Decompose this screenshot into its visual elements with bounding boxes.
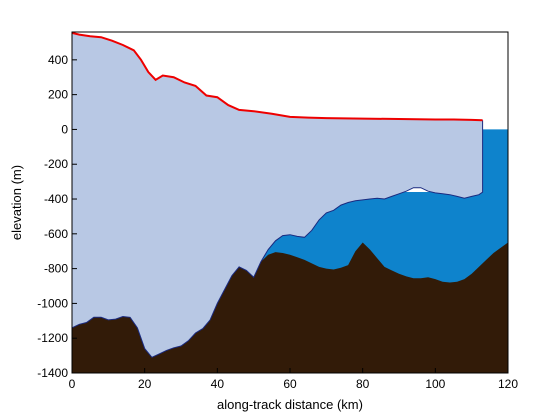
y-axis: 400 200 0 -200 -400 -600 -800 -1000 -1200 -1400 — [37, 53, 77, 380]
bed-area — [72, 242, 508, 373]
x-tick-label: 20 — [138, 377, 152, 391]
x-axis: 0 20 40 60 80 100 120 — [69, 368, 518, 391]
x-tick-label: 0 — [69, 377, 76, 391]
x-tick-label: 100 — [425, 377, 445, 391]
y-tick-label: -1000 — [37, 296, 68, 310]
y-tick-label: -1400 — [37, 366, 68, 380]
y-tick-label: -1200 — [37, 331, 68, 345]
x-tick-label: 80 — [356, 377, 370, 391]
y-tick-label: -600 — [44, 227, 68, 241]
ice-base-line — [71, 120, 484, 358]
surface-line — [71, 31, 483, 122]
y-tick-label: -200 — [44, 157, 68, 171]
x-tick-label: 40 — [211, 377, 225, 391]
y-tick-label: -400 — [44, 192, 68, 206]
x-axis-label: along-track distance (km) — [217, 397, 363, 412]
y-axis-label: elevation (m) — [9, 165, 24, 240]
x-tick-label: 120 — [498, 377, 518, 391]
ice-area — [72, 32, 483, 358]
x-tick-label: 60 — [283, 377, 297, 391]
y-tick-label: 200 — [48, 88, 68, 102]
plot-area — [71, 31, 508, 373]
y-tick-label: -800 — [44, 262, 68, 276]
y-tick-label: 0 — [61, 122, 68, 136]
y-tick-label: 400 — [48, 53, 68, 67]
